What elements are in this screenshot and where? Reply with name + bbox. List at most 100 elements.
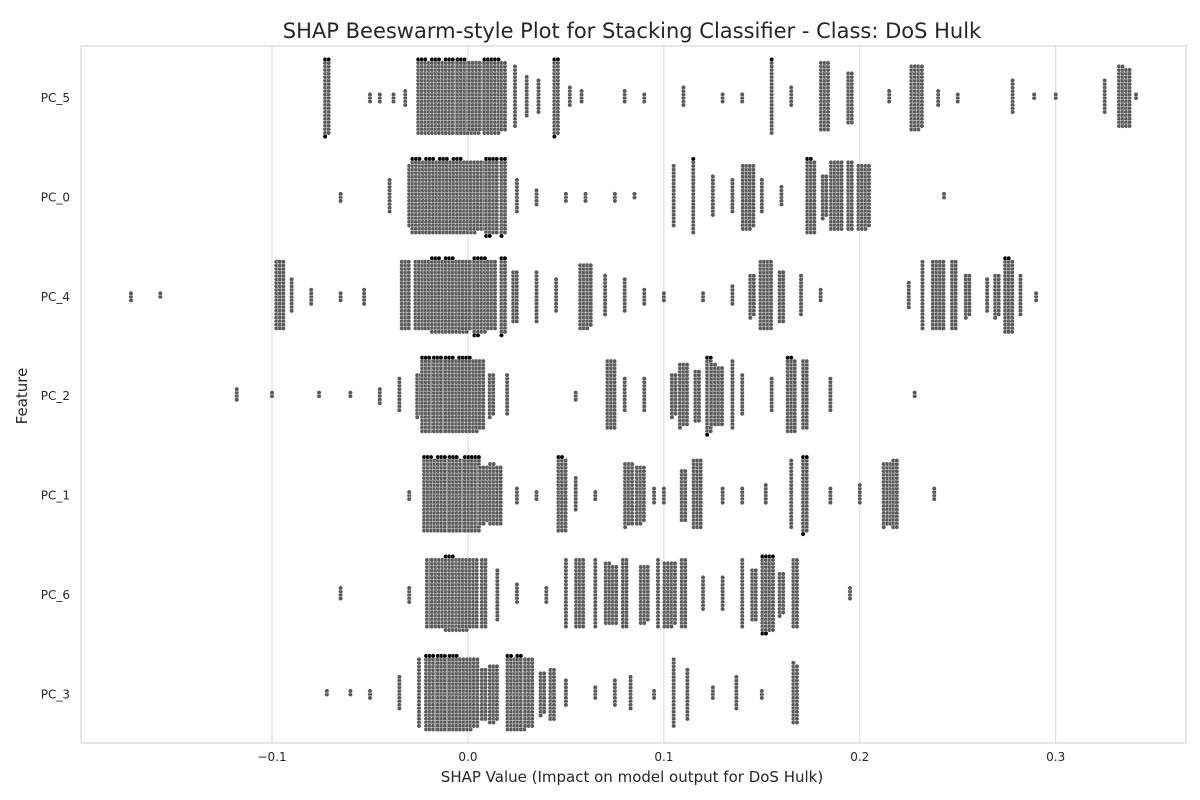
- shap-point: [438, 355, 444, 361]
- shap-point: [502, 127, 508, 132]
- shap-point: [377, 386, 383, 392]
- shap-point: [747, 226, 753, 232]
- shap-point: [1127, 67, 1132, 73]
- shap-point: [512, 64, 518, 69]
- shap-point: [779, 201, 784, 207]
- shap-point: [906, 280, 912, 286]
- shap-point: [1033, 290, 1039, 296]
- shap-point: [641, 287, 647, 293]
- shap-point: [759, 208, 765, 214]
- shap-point: [849, 226, 855, 232]
- shap-point: [661, 297, 667, 303]
- shap-point: [919, 123, 925, 129]
- shap-point: [458, 156, 463, 162]
- shap-point: [920, 325, 925, 331]
- shap-point: [499, 233, 504, 239]
- shap-point: [347, 390, 353, 396]
- shap-point: [661, 290, 667, 296]
- shap-point: [823, 212, 829, 218]
- shap-point: [1133, 92, 1139, 97]
- shap-point: [866, 222, 872, 228]
- shap-point: [992, 315, 998, 321]
- shap-point: [502, 229, 508, 235]
- shap-point: [573, 390, 579, 396]
- shap-point: [690, 156, 696, 162]
- shap-point: [612, 191, 618, 197]
- shap-point: [502, 156, 508, 162]
- shap-point: [779, 184, 784, 190]
- shap-point: [490, 372, 496, 378]
- shap-point: [769, 130, 775, 136]
- plot-area: [81, 46, 1186, 743]
- shap-point: [567, 85, 573, 90]
- shap-point: [1010, 78, 1016, 83]
- shap-point: [524, 74, 530, 80]
- shap-point: [866, 163, 872, 169]
- shap-point: [496, 57, 501, 62]
- shap-point: [480, 358, 486, 364]
- shap-point: [811, 229, 817, 235]
- shap-point: [583, 191, 588, 197]
- shap-point: [406, 325, 412, 331]
- shap-point: [681, 102, 686, 108]
- shap-point: [436, 57, 442, 62]
- shap-point: [496, 130, 501, 136]
- shap-point: [338, 297, 343, 303]
- shap-point: [280, 259, 286, 265]
- shap-point: [563, 191, 569, 197]
- shap-point: [996, 311, 1002, 317]
- shap-point: [436, 255, 442, 261]
- shap-point: [480, 425, 486, 431]
- shap-point: [573, 397, 579, 403]
- shap-point: [808, 156, 814, 162]
- shap-point: [1120, 64, 1125, 69]
- shap-point: [780, 269, 786, 275]
- shap-point: [387, 177, 392, 183]
- shap-point: [811, 159, 817, 165]
- shap-point: [720, 99, 726, 104]
- shap-point: [555, 57, 561, 62]
- shap-point: [391, 99, 396, 104]
- feature-row-PC_5: [322, 57, 1139, 139]
- shap-point: [555, 130, 561, 136]
- shap-point: [955, 99, 961, 104]
- shap-point: [450, 57, 456, 62]
- shap-point: [367, 99, 373, 104]
- shap-point: [602, 273, 608, 279]
- shap-point: [768, 325, 774, 331]
- shap-point: [551, 134, 557, 139]
- shap-point: [1018, 311, 1023, 317]
- shap-point: [377, 400, 383, 406]
- shap-point: [825, 127, 831, 132]
- shap-point: [849, 71, 855, 76]
- shap-point: [406, 259, 412, 265]
- shap-point: [316, 390, 322, 396]
- shap-point: [553, 276, 559, 282]
- shap-point: [338, 191, 343, 197]
- shap-point: [915, 127, 921, 132]
- shap-point: [338, 290, 343, 296]
- shap-point: [430, 156, 436, 162]
- shap-point: [820, 215, 826, 221]
- shap-point: [739, 99, 745, 104]
- shap-point: [490, 411, 496, 417]
- shap-point: [1033, 297, 1039, 303]
- shap-point: [935, 88, 941, 94]
- shap-point: [502, 329, 508, 335]
- shap-point: [966, 311, 972, 317]
- shap-point: [326, 130, 332, 136]
- shap-point: [450, 355, 456, 361]
- shap-point: [681, 85, 686, 90]
- shap-point: [632, 191, 637, 197]
- shap-point: [747, 315, 753, 321]
- shap-point: [534, 201, 539, 207]
- shap-point: [622, 88, 628, 94]
- shap-point: [499, 332, 504, 338]
- shap-point: [1102, 109, 1108, 115]
- shap-point: [720, 92, 726, 97]
- shap-point: [583, 198, 588, 204]
- shap-point: [984, 276, 990, 282]
- shap-point: [487, 233, 493, 239]
